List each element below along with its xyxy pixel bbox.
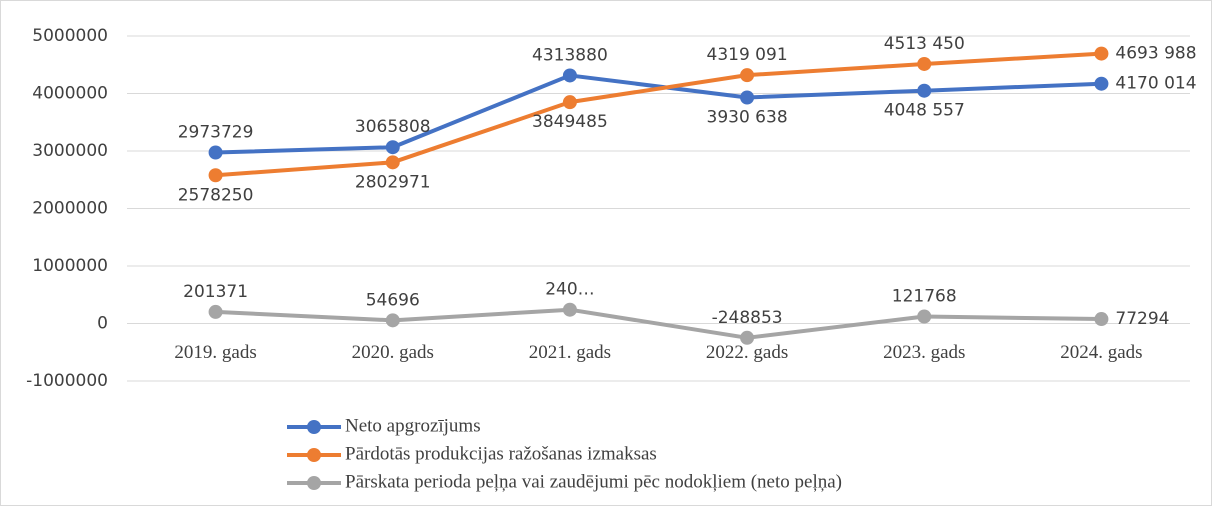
x-tick-label: 2019. gads: [174, 342, 256, 363]
data-label: 54696: [366, 290, 420, 310]
data-point: [562, 95, 577, 110]
data-point: [740, 330, 755, 345]
legend-marker: [307, 476, 321, 490]
series-line: [215, 73, 1102, 155]
data-point: [385, 313, 400, 328]
x-tick-label: 2021. gads: [529, 342, 611, 363]
data-label: 4513 450: [884, 34, 965, 54]
data-label: 2802971: [355, 172, 431, 192]
series-line: [215, 307, 1102, 340]
data-point: [917, 56, 932, 71]
y-tick-label: 4000000: [32, 84, 108, 104]
data-label: 121768: [892, 286, 957, 306]
data-point: [917, 83, 932, 98]
y-tick-label: 0: [97, 314, 108, 334]
data-point: [1094, 312, 1109, 327]
data-point: [208, 145, 223, 160]
data-point: [385, 140, 400, 155]
data-label: 3849485: [532, 112, 608, 132]
data-point: [740, 90, 755, 105]
y-tick-label: -1000000: [26, 371, 108, 391]
data-point: [208, 168, 223, 183]
data-point: [1094, 76, 1109, 91]
y-tick-label: 5000000: [32, 26, 108, 46]
legend-marker: [307, 420, 321, 434]
legend-label: Pārskata perioda peļņa vai zaudējumi pēc…: [345, 471, 842, 492]
data-point: [917, 309, 932, 324]
data-point: [562, 302, 577, 317]
data-label: -248853: [712, 308, 783, 328]
data-label: 77294: [1115, 309, 1169, 329]
y-tick-label: 2000000: [32, 199, 108, 219]
x-tick-label: 2022. gads: [706, 342, 788, 363]
data-label: 4048 557: [884, 101, 965, 121]
legend-label: Pārdotās produkcijas ražošanas izmaksas: [345, 443, 657, 464]
data-label: 2578250: [178, 185, 254, 205]
data-point: [1094, 46, 1109, 61]
data-point: [385, 155, 400, 170]
legend-label: Neto apgrozījums: [345, 415, 481, 436]
data-label: 4319 091: [707, 45, 788, 65]
data-label: 4170 014: [1115, 74, 1196, 94]
data-label: 240…: [545, 280, 594, 300]
legend-marker: [307, 448, 321, 462]
data-point: [740, 68, 755, 83]
data-point: [562, 68, 577, 83]
data-label: 201371: [183, 282, 248, 302]
data-point: [208, 304, 223, 319]
x-tick-label: 2020. gads: [352, 342, 434, 363]
data-label: 3065808: [355, 117, 431, 137]
x-tick-label: 2023. gads: [883, 342, 965, 363]
data-label: 3930 638: [707, 107, 788, 127]
data-label: 4313880: [532, 45, 608, 65]
y-tick-label: 3000000: [32, 141, 108, 161]
series-line: [215, 51, 1102, 178]
data-label: 4693 988: [1115, 44, 1196, 64]
y-tick-label: 1000000: [32, 256, 108, 276]
x-tick-label: 2024. gads: [1060, 342, 1142, 363]
data-label: 2973729: [178, 123, 254, 143]
